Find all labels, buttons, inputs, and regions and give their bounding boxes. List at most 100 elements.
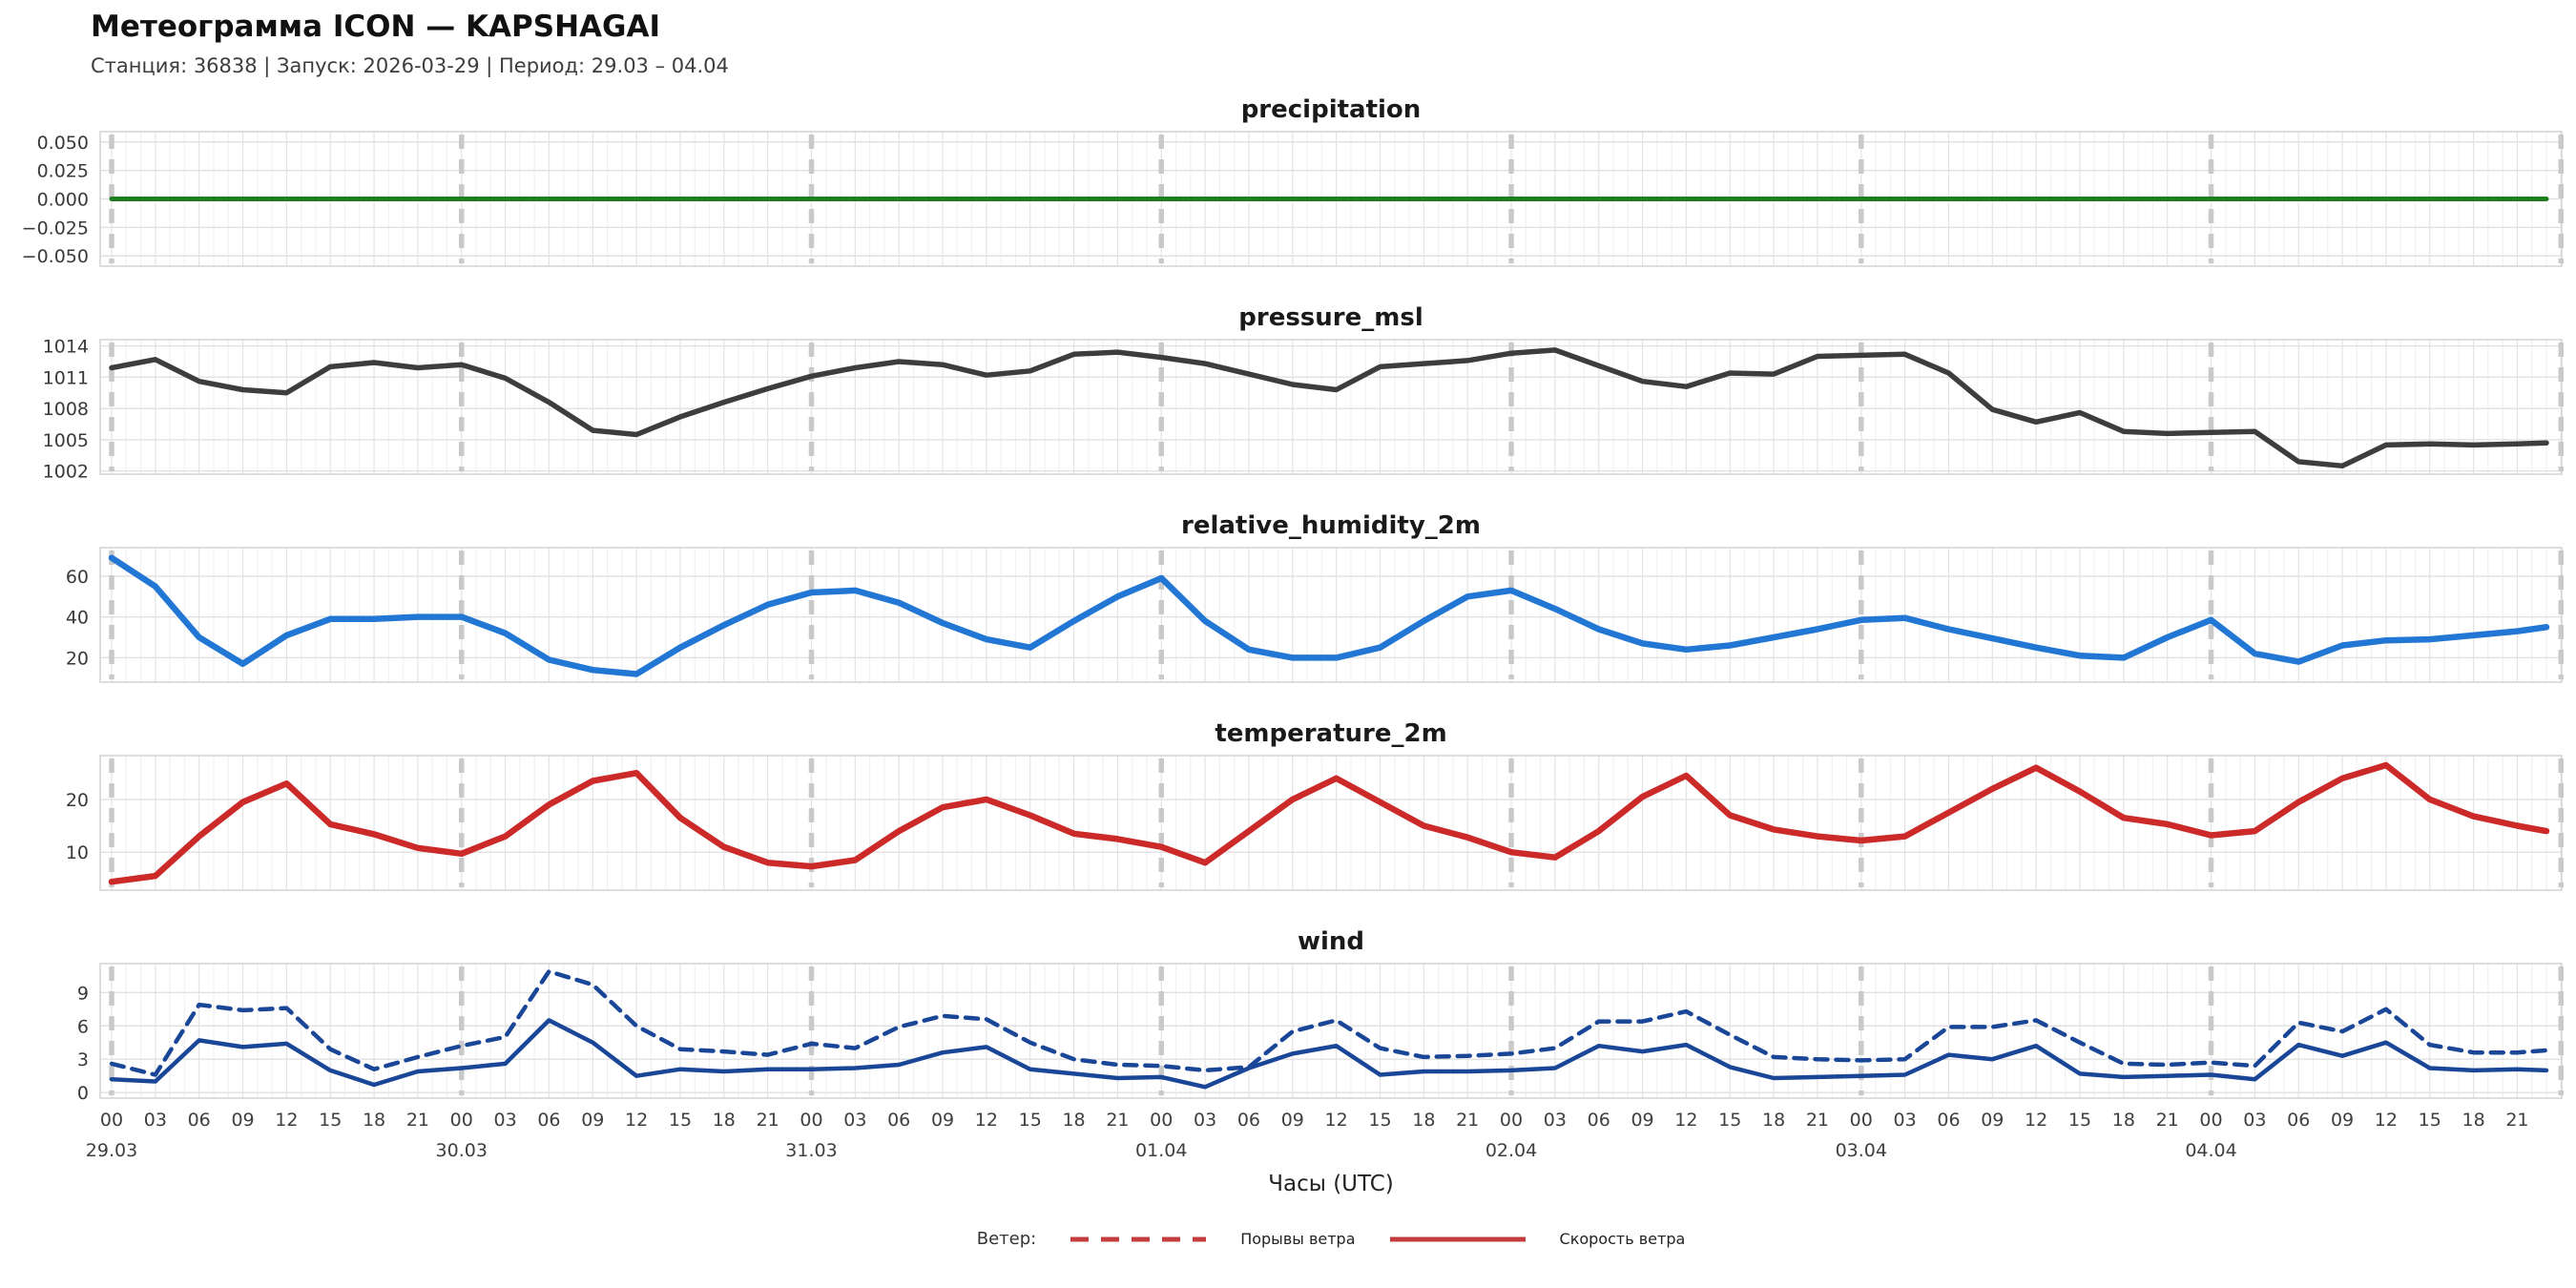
hour-tick-label: 03 bbox=[1194, 1110, 1216, 1131]
y-tick-label: 0.000 bbox=[37, 190, 89, 211]
hour-tick-label: 18 bbox=[713, 1110, 736, 1131]
hour-tick-label: 18 bbox=[2462, 1110, 2484, 1131]
hour-tick-label: 03 bbox=[494, 1110, 517, 1131]
hour-tick-label: 15 bbox=[1019, 1110, 1042, 1131]
panel-border bbox=[99, 547, 2563, 683]
pressure-plot: 1014 1011 1008 1005 1002 bbox=[43, 338, 2565, 479]
y-tick-label: 0.050 bbox=[37, 133, 89, 154]
y-tick-label: 20 bbox=[66, 648, 89, 669]
panel-border bbox=[99, 131, 2563, 267]
legend-title: Ветер: bbox=[976, 1229, 1037, 1249]
series-pressure_msl bbox=[109, 347, 2549, 469]
hour-tick-label: 18 bbox=[363, 1110, 385, 1131]
y-tick-label: 0 bbox=[77, 1083, 89, 1103]
hour-tick-label: 03 bbox=[2243, 1110, 2266, 1131]
precipitation-plot: 0.050 0.025 0.000 −0.025 −0.050 bbox=[22, 131, 2565, 267]
hour-tick-label: 18 bbox=[1762, 1110, 1785, 1131]
y-tick-label: 6 bbox=[77, 1016, 89, 1037]
hour-tick-label: 12 bbox=[1674, 1110, 1697, 1131]
gusts-line-icon bbox=[1070, 1236, 1207, 1241]
series-temperature_2m bbox=[108, 761, 2550, 885]
y-tick-label: 1011 bbox=[43, 367, 89, 388]
hour-tick-label: 12 bbox=[1325, 1110, 1348, 1131]
hour-tick-label: 03 bbox=[1894, 1110, 1917, 1131]
hour-tick-label: 09 bbox=[581, 1110, 604, 1131]
panel-title-pressure: pressure_msl bbox=[1238, 303, 1423, 332]
day-label: 01.04 bbox=[1135, 1140, 1187, 1161]
panel-border bbox=[99, 755, 2563, 891]
wind-plot: 9 6 3 0 bbox=[77, 963, 2565, 1103]
hour-tick-label: 18 bbox=[1062, 1110, 1085, 1131]
hour-tick-label: 21 bbox=[406, 1110, 429, 1131]
hour-tick-label: 06 bbox=[1937, 1110, 1960, 1131]
hour-tick-label: 15 bbox=[319, 1110, 342, 1131]
y-tick-label: 1002 bbox=[43, 462, 89, 479]
y-tick-label: 1008 bbox=[43, 399, 89, 420]
y-tick-label: 1014 bbox=[43, 338, 89, 358]
y-tick-label: 1005 bbox=[43, 430, 89, 451]
day-label: 04.04 bbox=[2185, 1140, 2236, 1161]
hour-tick-label: 06 bbox=[2287, 1110, 2310, 1131]
page-title: Метеограмма ICON — KAPSHAGAI bbox=[91, 10, 660, 44]
hour-tick-label: 15 bbox=[2419, 1110, 2441, 1131]
panel-border bbox=[99, 963, 2563, 1099]
y-tick-label: −0.025 bbox=[22, 218, 89, 239]
x-axis-label: Часы (UTC) bbox=[1268, 1172, 1394, 1196]
hour-tick-label: 21 bbox=[1456, 1110, 1479, 1131]
hour-tick-label: 15 bbox=[669, 1110, 692, 1131]
y-tick-label: −0.050 bbox=[22, 246, 89, 267]
hour-tick-label: 00 bbox=[100, 1110, 123, 1131]
hour-tick-label: 09 bbox=[1281, 1110, 1304, 1131]
series-wind bbox=[109, 1018, 2549, 1090]
day-label: 30.03 bbox=[436, 1140, 488, 1161]
hour-tick-label: 09 bbox=[231, 1110, 254, 1131]
speed-line-icon bbox=[1389, 1236, 1526, 1241]
wind-legend: Ветер: Порывы ветра Скорость ветра bbox=[100, 1229, 2562, 1249]
day-label: 03.04 bbox=[1836, 1140, 1887, 1161]
panel-title-wind: wind bbox=[1297, 927, 1365, 956]
hour-tick-label: 15 bbox=[1368, 1110, 1391, 1131]
day-label: 31.03 bbox=[785, 1140, 837, 1161]
hour-tick-label: 06 bbox=[188, 1110, 211, 1131]
hour-tick-label: 12 bbox=[625, 1110, 648, 1131]
hour-tick-label: 00 bbox=[450, 1110, 473, 1131]
hour-tick-label: 12 bbox=[2025, 1110, 2047, 1131]
hour-tick-label: 12 bbox=[2375, 1110, 2398, 1131]
legend-gusts-label: Порывы ветра bbox=[1240, 1230, 1356, 1248]
hour-tick-label: 06 bbox=[1588, 1110, 1610, 1131]
panel-title-relative-humidity: relative_humidity_2m bbox=[1181, 511, 1481, 540]
hour-tick-label: 12 bbox=[275, 1110, 298, 1131]
hour-tick-label: 18 bbox=[2112, 1110, 2135, 1131]
hour-tick-label: 09 bbox=[931, 1110, 954, 1131]
hour-tick-label: 06 bbox=[1237, 1110, 1260, 1131]
hour-tick-label: 15 bbox=[1718, 1110, 1741, 1131]
hour-tick-label: 09 bbox=[2331, 1110, 2354, 1131]
hour-tick-label: 09 bbox=[1631, 1110, 1653, 1131]
hour-tick-label: 21 bbox=[2505, 1110, 2528, 1131]
x-axis: 00 03 06 09 12 15 18 21 29.03 00 03 06 09 12 15 18 21 30.… bbox=[86, 1110, 2529, 1161]
y-tick-label: 0.025 bbox=[37, 161, 89, 182]
hour-tick-label: 18 bbox=[1412, 1110, 1435, 1131]
y-tick-label: 20 bbox=[66, 790, 89, 811]
hour-tick-label: 00 bbox=[2199, 1110, 2222, 1131]
panel-title-temperature: temperature_2m bbox=[1215, 719, 1447, 748]
day-label: 02.04 bbox=[1485, 1140, 1537, 1161]
hour-tick-label: 15 bbox=[2068, 1110, 2091, 1131]
hour-tick-label: 06 bbox=[887, 1110, 910, 1131]
panel-border bbox=[99, 339, 2563, 475]
hour-tick-label: 21 bbox=[1806, 1110, 1829, 1131]
panel-title-precipitation: precipitation bbox=[1240, 95, 1422, 124]
hour-tick-label: 21 bbox=[2156, 1110, 2179, 1131]
hour-tick-label: 12 bbox=[975, 1110, 998, 1131]
hour-tick-label: 06 bbox=[537, 1110, 560, 1131]
y-tick-label: 10 bbox=[66, 842, 89, 863]
hour-tick-label: 21 bbox=[1106, 1110, 1129, 1131]
day-label: 29.03 bbox=[86, 1140, 137, 1161]
hour-tick-label: 00 bbox=[1500, 1110, 1523, 1131]
hour-tick-label: 09 bbox=[1981, 1110, 2004, 1131]
hour-tick-label: 00 bbox=[1150, 1110, 1173, 1131]
y-tick-label: 60 bbox=[66, 567, 89, 588]
hour-tick-label: 03 bbox=[1544, 1110, 1567, 1131]
